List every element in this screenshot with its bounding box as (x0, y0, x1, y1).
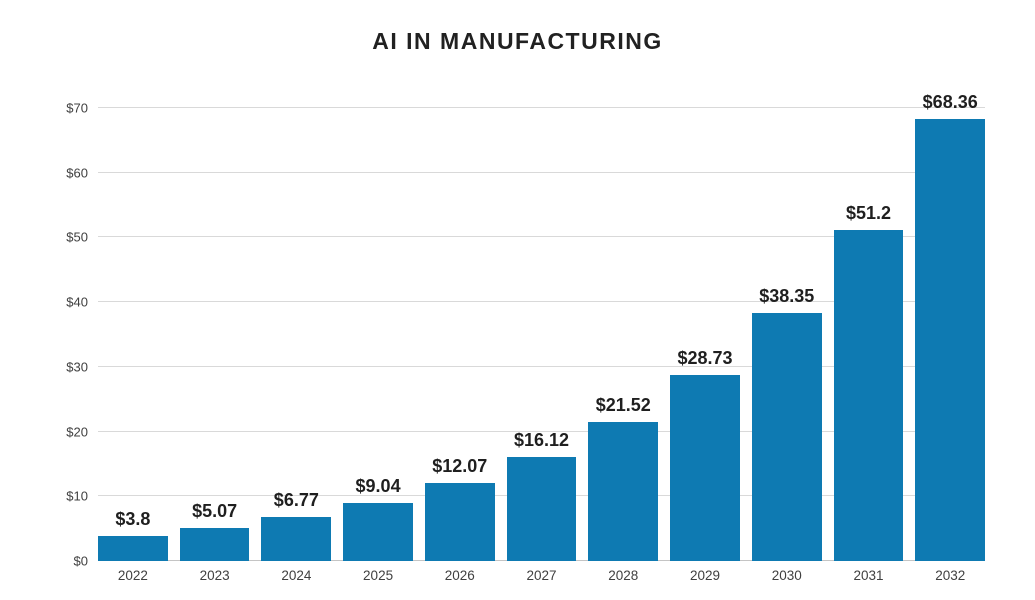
gridline (98, 171, 985, 173)
bar-value-label: $3.8 (115, 509, 151, 530)
gridline (98, 365, 985, 367)
x-tick-label: 2029 (689, 568, 721, 583)
bar-value-label: $51.2 (845, 202, 891, 223)
bar-slot-2026: $12.07 (424, 456, 495, 561)
bar-value-label: $6.77 (273, 490, 319, 511)
bar-value-label: $38.35 (759, 285, 815, 306)
bar-slot-2031: $51.2 (833, 203, 904, 561)
bar-2022 (98, 536, 168, 561)
bar-2023 (179, 528, 250, 561)
bar-2024 (261, 517, 332, 561)
bar-value-label: $68.36 (922, 91, 978, 112)
bar-2027 (506, 456, 577, 561)
bar-2032 (915, 118, 986, 561)
x-tick-label: 2022 (117, 568, 148, 583)
y-tick-label: $30 (66, 359, 88, 375)
bar-value-label: $28.73 (677, 348, 733, 369)
bar-slot-2025: $9.04 (343, 476, 413, 561)
bar-slot-2024: $6.77 (261, 490, 332, 561)
bar-slot-2027: $16.12 (506, 430, 577, 561)
bar-slot-2029: $28.73 (670, 348, 740, 561)
x-axis-labels: 2022 2023 2024 2025 2026 2027 2028 2029 2030 2031… (98, 568, 985, 583)
bar-2026 (424, 482, 495, 561)
x-tick-label: 2030 (771, 568, 802, 583)
bar-slot-2028: $21.52 (588, 395, 659, 561)
gridline (98, 236, 985, 238)
bar-value-label: $5.07 (192, 501, 238, 522)
y-tick-label: $0 (73, 553, 88, 569)
gridline (98, 301, 985, 303)
bar-value-label: $12.07 (432, 455, 488, 476)
gridline (98, 430, 985, 432)
plot-area: $0 $10 $20 $30 $40 $50 $60 $70 $3.8 $5.07 $6.77 $9… (66, 92, 986, 583)
gridline (98, 107, 985, 108)
x-tick-label: 2026 (444, 568, 475, 583)
x-tick-label: 2024 (281, 568, 312, 583)
bar-slot-2030: $38.35 (751, 286, 822, 561)
bar-2031 (833, 229, 904, 561)
x-tick-label: 2032 (935, 568, 966, 583)
y-tick-label: $20 (66, 424, 88, 440)
y-tick-label: $70 (66, 100, 88, 116)
x-tick-label: 2027 (526, 568, 557, 583)
bar-value-label: $9.04 (355, 475, 401, 496)
y-tick-label: $40 (66, 294, 88, 310)
bar-slot-2032: $68.36 (915, 92, 986, 561)
bar-slot-2022: $3.8 (98, 509, 168, 561)
bars-layer: $3.8 $5.07 $6.77 $9.04 $12.07 $16.12 $21.52 $28… (98, 92, 986, 561)
bar-2028 (588, 421, 659, 561)
chart-title: AI IN MANUFACTURING (372, 28, 663, 54)
y-tick-label: $60 (66, 165, 88, 181)
x-tick-label: 2031 (853, 568, 884, 583)
y-tick-label: $50 (66, 229, 88, 245)
y-tick-label: $10 (66, 488, 88, 504)
x-tick-label: 2023 (199, 568, 230, 583)
bar-2030 (751, 312, 822, 561)
bar-2025 (343, 502, 413, 561)
x-tick-label: 2025 (363, 568, 394, 583)
bar-slot-2023: $5.07 (179, 501, 250, 561)
x-tick-label: 2028 (608, 568, 639, 583)
bar-2029 (670, 375, 740, 561)
bar-value-label: $16.12 (514, 429, 570, 450)
bar-value-label: $21.52 (595, 394, 651, 415)
